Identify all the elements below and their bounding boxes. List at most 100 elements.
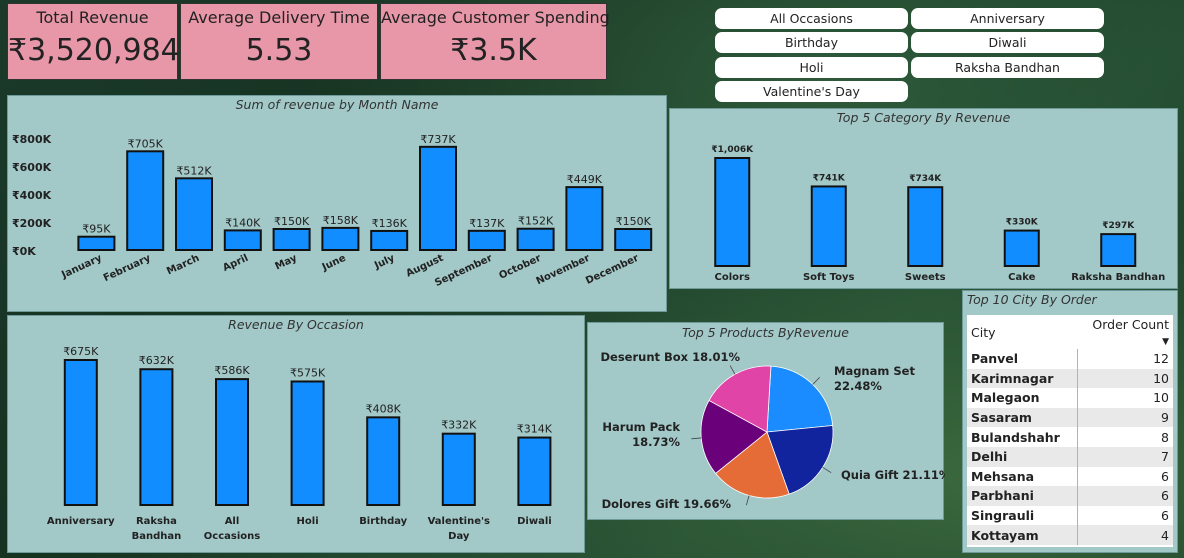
- bar[interactable]: [565, 186, 604, 251]
- bar[interactable]: [175, 177, 213, 251]
- bar[interactable]: [614, 228, 653, 251]
- table-row: Kottayam 4: [967, 525, 1173, 545]
- bar[interactable]: [366, 416, 401, 506]
- cell-city: Kottayam: [967, 525, 1078, 545]
- bar[interactable]: [63, 359, 98, 506]
- cell-city: Karimnagar: [967, 368, 1078, 389]
- data-label: ₹512K: [176, 164, 212, 177]
- slicer-birthday[interactable]: Birthday: [715, 32, 908, 53]
- bar[interactable]: [126, 150, 165, 251]
- bar[interactable]: [223, 229, 262, 251]
- slice-label: Magnam Set 22.48%: [834, 364, 915, 393]
- slicer-anniversary[interactable]: Anniversary: [911, 8, 1104, 29]
- bar[interactable]: [290, 380, 325, 506]
- y-tick-label: ₹800K: [12, 133, 52, 146]
- data-label: ₹449K: [567, 173, 603, 186]
- panel-top-city: Top 10 City By Order City Order Count ▼ P…: [962, 290, 1178, 553]
- cell-city: Malegaon: [967, 388, 1078, 408]
- data-label: ₹140K: [225, 216, 261, 229]
- table-row: Mehsana 6: [967, 466, 1173, 487]
- bar[interactable]: [419, 145, 457, 251]
- kpi-avg-delivery-time: Average Delivery Time 5.53: [180, 3, 378, 80]
- slice-label: Dolores Gift 19.66%: [602, 497, 732, 511]
- bar[interactable]: [77, 235, 116, 251]
- slicer-valentines-day[interactable]: Valentine's Day: [715, 81, 908, 102]
- panel-top-category: Top 5 Category By Revenue ₹1,006K Colors ₹…: [669, 108, 1178, 289]
- cell-order-count: 6: [1077, 486, 1173, 506]
- table-row: Delhi 7: [967, 446, 1173, 467]
- data-label: ₹586K: [214, 364, 250, 377]
- x-tick-label: June: [320, 253, 348, 274]
- x-tick-label: May: [273, 253, 299, 273]
- x-tick-label: Holi: [297, 516, 319, 527]
- column-header-city[interactable]: City: [971, 324, 996, 340]
- kpi-title: Average Customer Spending: [381, 8, 610, 27]
- table-row: Bulandshahr 8: [967, 427, 1173, 447]
- x-tick-label: Sweets: [905, 272, 946, 283]
- x-tick-label: February: [102, 253, 153, 285]
- x-tick-label: December: [584, 253, 640, 287]
- leader-line: [822, 466, 832, 474]
- bar[interactable]: [810, 185, 847, 267]
- x-tick-label: March: [165, 253, 201, 278]
- bar[interactable]: [907, 186, 944, 267]
- bar[interactable]: [321, 226, 360, 252]
- x-tick-label: January: [59, 253, 104, 282]
- leader-line: [691, 437, 702, 440]
- slicer-raksha-bandhan[interactable]: Raksha Bandhan: [911, 57, 1104, 78]
- cell-order-count: 6: [1161, 508, 1169, 524]
- kpi-value: ₹3,520,984: [8, 33, 180, 68]
- bar[interactable]: [517, 436, 552, 506]
- pie-slice[interactable]: [766, 365, 834, 433]
- bar[interactable]: [272, 228, 311, 251]
- slicer-diwali[interactable]: Diwali: [911, 32, 1104, 53]
- table-row: Parbhani 6: [967, 486, 1173, 506]
- cell-city: Sasaram: [967, 407, 1078, 428]
- bar[interactable]: [370, 229, 409, 252]
- bar[interactable]: [714, 157, 751, 267]
- kpi-total-revenue: Total Revenue ₹3,520,984: [7, 3, 180, 80]
- table-row: Karimnagar 10: [967, 368, 1173, 389]
- cell-order-count: 4: [1077, 525, 1173, 545]
- chart-title: Top 5 Products ByRevenue: [682, 325, 849, 340]
- bar[interactable]: [1003, 229, 1040, 267]
- bar[interactable]: [1100, 233, 1137, 268]
- cell-order-count: 8: [1161, 429, 1169, 445]
- column-header-order-count[interactable]: Order Count ▼: [1077, 315, 1173, 349]
- leader-line: [812, 376, 820, 385]
- x-tick-label: Colors: [715, 272, 750, 283]
- cell-city: Panvel: [967, 349, 1078, 369]
- data-label: ₹734K: [909, 174, 942, 184]
- column-header-label: Order Count: [1092, 317, 1169, 332]
- slice-label: Harum Pack 18.73%: [602, 420, 680, 449]
- table-row: Malegaon 10: [967, 388, 1173, 408]
- slicer-holi[interactable]: Holi: [715, 57, 908, 78]
- city-table: City Order Count ▼ Panvel 12 Karimnagar 10 …: [967, 315, 1173, 545]
- slice-label: Deserunt Box 18.01%: [600, 350, 740, 364]
- bar[interactable]: [215, 378, 249, 507]
- cell-order-count: 10: [1077, 368, 1173, 389]
- x-tick-label: April: [221, 253, 250, 274]
- cell-order-count: 7: [1077, 446, 1173, 467]
- kpi-value: ₹3.5K: [450, 33, 537, 68]
- pie-slice[interactable]: [766, 425, 834, 495]
- x-tick-label: Raksha Bandhan: [132, 516, 182, 542]
- chart-title: Top 5 Category By Revenue: [836, 110, 1011, 125]
- kpi-title: Total Revenue: [36, 8, 149, 27]
- kpi-value: 5.53: [245, 33, 313, 68]
- data-label: ₹314K: [517, 423, 553, 436]
- bar[interactable]: [441, 432, 476, 506]
- bar[interactable]: [467, 229, 506, 252]
- bar[interactable]: [139, 368, 174, 507]
- data-label: ₹330K: [1006, 218, 1039, 228]
- slicer-all-occasions[interactable]: All Occasions: [715, 8, 908, 29]
- x-tick-label: Raksha Bandhan: [1071, 272, 1165, 283]
- bar[interactable]: [516, 227, 555, 252]
- cell-order-count: 9: [1077, 407, 1173, 428]
- x-tick-label: Soft Toys: [803, 272, 855, 283]
- data-label: ₹1,006K: [711, 145, 754, 155]
- x-tick-label: Diwali: [517, 516, 552, 527]
- table-row: Panvel 12: [967, 349, 1173, 369]
- pie-slice[interactable]: [715, 431, 790, 499]
- cell-city: Delhi: [967, 446, 1078, 467]
